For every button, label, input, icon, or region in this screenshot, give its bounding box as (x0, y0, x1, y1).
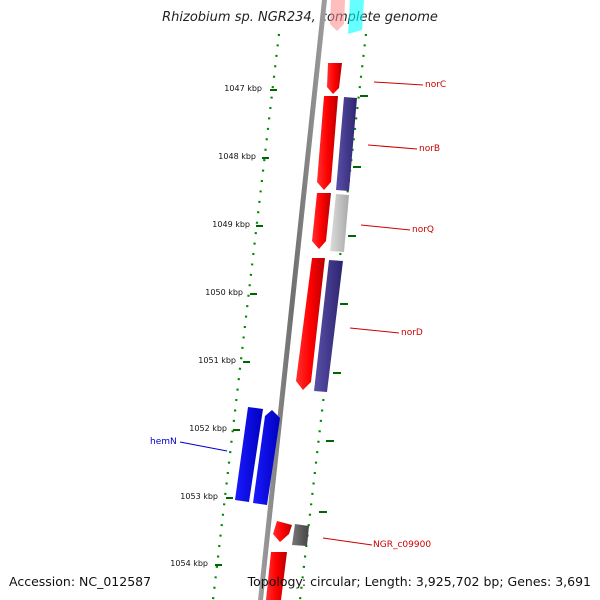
genome-backbone (258, 0, 327, 600)
gene-hemN-a (235, 407, 263, 502)
gene-label-hemN: hemN (150, 437, 177, 447)
gene-NGR_c09900-red (273, 521, 292, 542)
map-title: Rhizobium sp. NGR234, complete genome (162, 10, 438, 25)
gene-label-norC: norC (425, 80, 446, 90)
accession-text: Accession: NC_012587 (9, 574, 152, 589)
gene-hemN-b (253, 410, 280, 505)
tick-label-1051: 1051 kbp (198, 356, 236, 365)
tick-label-1053: 1053 kbp (180, 492, 218, 501)
gene-norD-navy (314, 260, 343, 392)
tick-label-1054: 1054 kbp (170, 559, 208, 568)
gene-cyan (348, 0, 364, 34)
tick-label-1048: 1048 kbp (218, 152, 256, 161)
tick-label-1050: 1050 kbp (205, 288, 243, 297)
gene-label-norD: norD (401, 328, 423, 338)
outer-dotted-guide (211, 33, 281, 600)
gene-label-norB: norB (419, 144, 440, 154)
gene-norD-red (296, 258, 325, 390)
gene-label-norQ: norQ (412, 225, 434, 235)
gene-faint-red (330, 0, 345, 31)
gene-norB-navy (336, 97, 357, 191)
gene-NGR_c09900-dark (292, 524, 309, 546)
tick-label-1052: 1052 kbp (189, 424, 227, 433)
topology-text: Topology: circular; Length: 3,925,702 bp… (247, 574, 591, 589)
gene-norQ-red (312, 193, 331, 249)
tick-label-1049: 1049 kbp (212, 220, 250, 229)
gene-label-NGR_c09900: NGR_c09900 (373, 540, 431, 550)
tick-marks (215, 89, 277, 566)
tick-label-1047: 1047 kbp (224, 84, 262, 93)
gene-norB-red (317, 96, 338, 190)
gene-norC (327, 63, 342, 94)
leader-lines (179, 81, 424, 546)
right-tick-marks (319, 95, 368, 513)
gene-norQ-grey (330, 194, 349, 252)
gene-bottom-red (266, 552, 287, 600)
kbp-labels: 1047 kbp 1048 kbp 1049 kbp 1050 kbp 1051… (170, 84, 262, 568)
